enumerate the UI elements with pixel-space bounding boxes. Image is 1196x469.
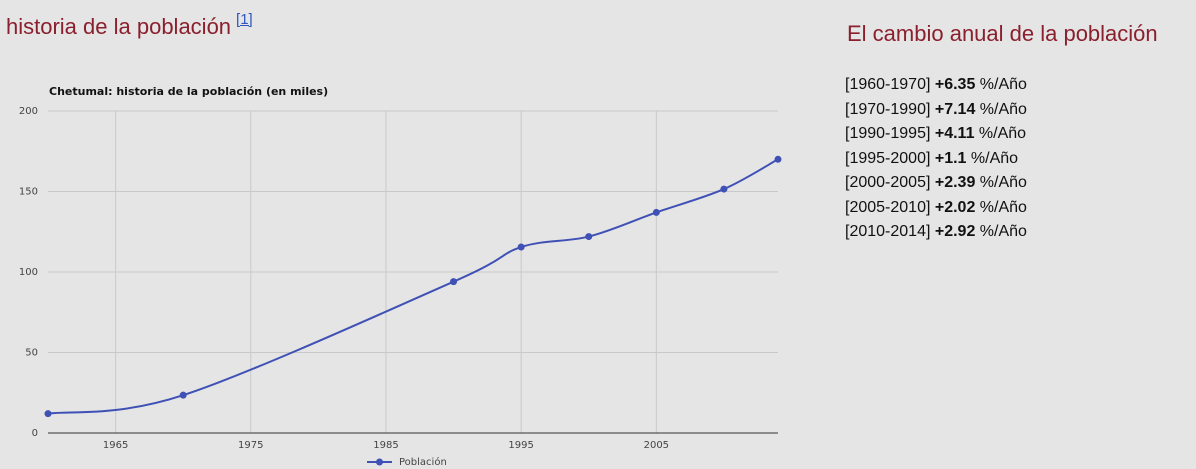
chart-title: Chetumal: historia de la población (en m… <box>49 85 328 98</box>
x-tick-label: 1985 <box>373 440 398 451</box>
annual-change-period: [2005-2010] <box>845 198 931 216</box>
x-tick-label: 1995 <box>508 440 533 451</box>
annual-change-rate: +6.35 <box>934 76 976 93</box>
annual-change-period: [2000-2005] <box>845 174 931 191</box>
annual-change-unit: %/Año <box>979 198 1027 216</box>
annual-change-rate: +2.02 <box>934 198 976 216</box>
annual-change-unit: %/Año <box>979 76 1027 93</box>
annual-change-unit: %/Año <box>979 223 1027 240</box>
y-tick-label: 100 <box>19 267 38 278</box>
annual-change-heading: El cambio anual de la población <box>847 21 1158 46</box>
population-data-point <box>720 185 728 193</box>
x-tick-label: 1965 <box>103 440 128 451</box>
population-history-title: historia de la población <box>6 14 232 39</box>
annual-change-rate: +2.39 <box>934 174 976 191</box>
annual-change-item: [1970-1990] +7.14 %/Año <box>845 98 1027 123</box>
x-tick-label: 2005 <box>644 440 669 451</box>
legend-label: Población <box>399 456 447 468</box>
x-tick-label: 1975 <box>238 440 263 451</box>
y-tick-label: 50 <box>25 348 38 359</box>
annual-change-item: [1995-2000] +1.1 %/Año <box>845 147 1027 172</box>
legend-marker <box>376 458 383 466</box>
annual-change-item: [2005-2010] +2.02 %/Año <box>845 196 1027 221</box>
annual-change-item: [1990-1995] +4.11 %/Año <box>845 122 1027 147</box>
annual-change-unit: %/Año <box>970 149 1019 167</box>
annual-change-item: [2000-2005] +2.39 %/Año <box>845 171 1027 196</box>
population-data-point <box>450 278 458 286</box>
annual-change-period: [1990-1995] <box>845 125 931 142</box>
population-history-heading: historia de la población [1] <box>6 12 253 39</box>
annual-change-list: [1960-1970] +6.35 %/Año [1970-1990] +7.1… <box>845 73 1027 245</box>
population-data-point <box>774 155 782 163</box>
annual-change-unit: %/Año <box>979 100 1027 118</box>
reference-link[interactable]: [1] <box>236 11 253 28</box>
population-data-point <box>517 243 525 251</box>
annual-change-period: [1995-2000] <box>845 149 931 167</box>
population-chart-svg: Chetumal: historia de la población (en m… <box>19 85 782 468</box>
annual-change-rate: +1.1 <box>934 149 967 167</box>
annual-change-rate: +4.11 <box>934 125 975 142</box>
population-data-point <box>179 391 187 399</box>
annual-change-rate: +2.92 <box>934 223 976 240</box>
annual-change-item: [2010-2014] +2.92 %/Año <box>845 220 1027 245</box>
y-tick-label: 200 <box>19 106 38 117</box>
population-data-point <box>652 208 660 216</box>
y-tick-label: 0 <box>32 428 38 439</box>
annual-change-period: [1970-1990] <box>845 100 931 118</box>
population-series-line <box>47 158 779 415</box>
annual-change-unit: %/Año <box>978 125 1027 142</box>
annual-change-unit: %/Año <box>979 174 1027 191</box>
annual-change-period: [1960-1970] <box>845 76 931 93</box>
population-chart: Chetumal: historia de la población (en m… <box>0 84 790 469</box>
y-tick-label: 150 <box>19 187 38 198</box>
annual-change-item: [1960-1970] +6.35 %/Año <box>845 73 1027 98</box>
population-data-point <box>44 410 52 418</box>
annual-change-rate: +7.14 <box>934 100 976 118</box>
annual-change-period: [2010-2014] <box>845 223 931 240</box>
population-data-point <box>585 233 593 241</box>
